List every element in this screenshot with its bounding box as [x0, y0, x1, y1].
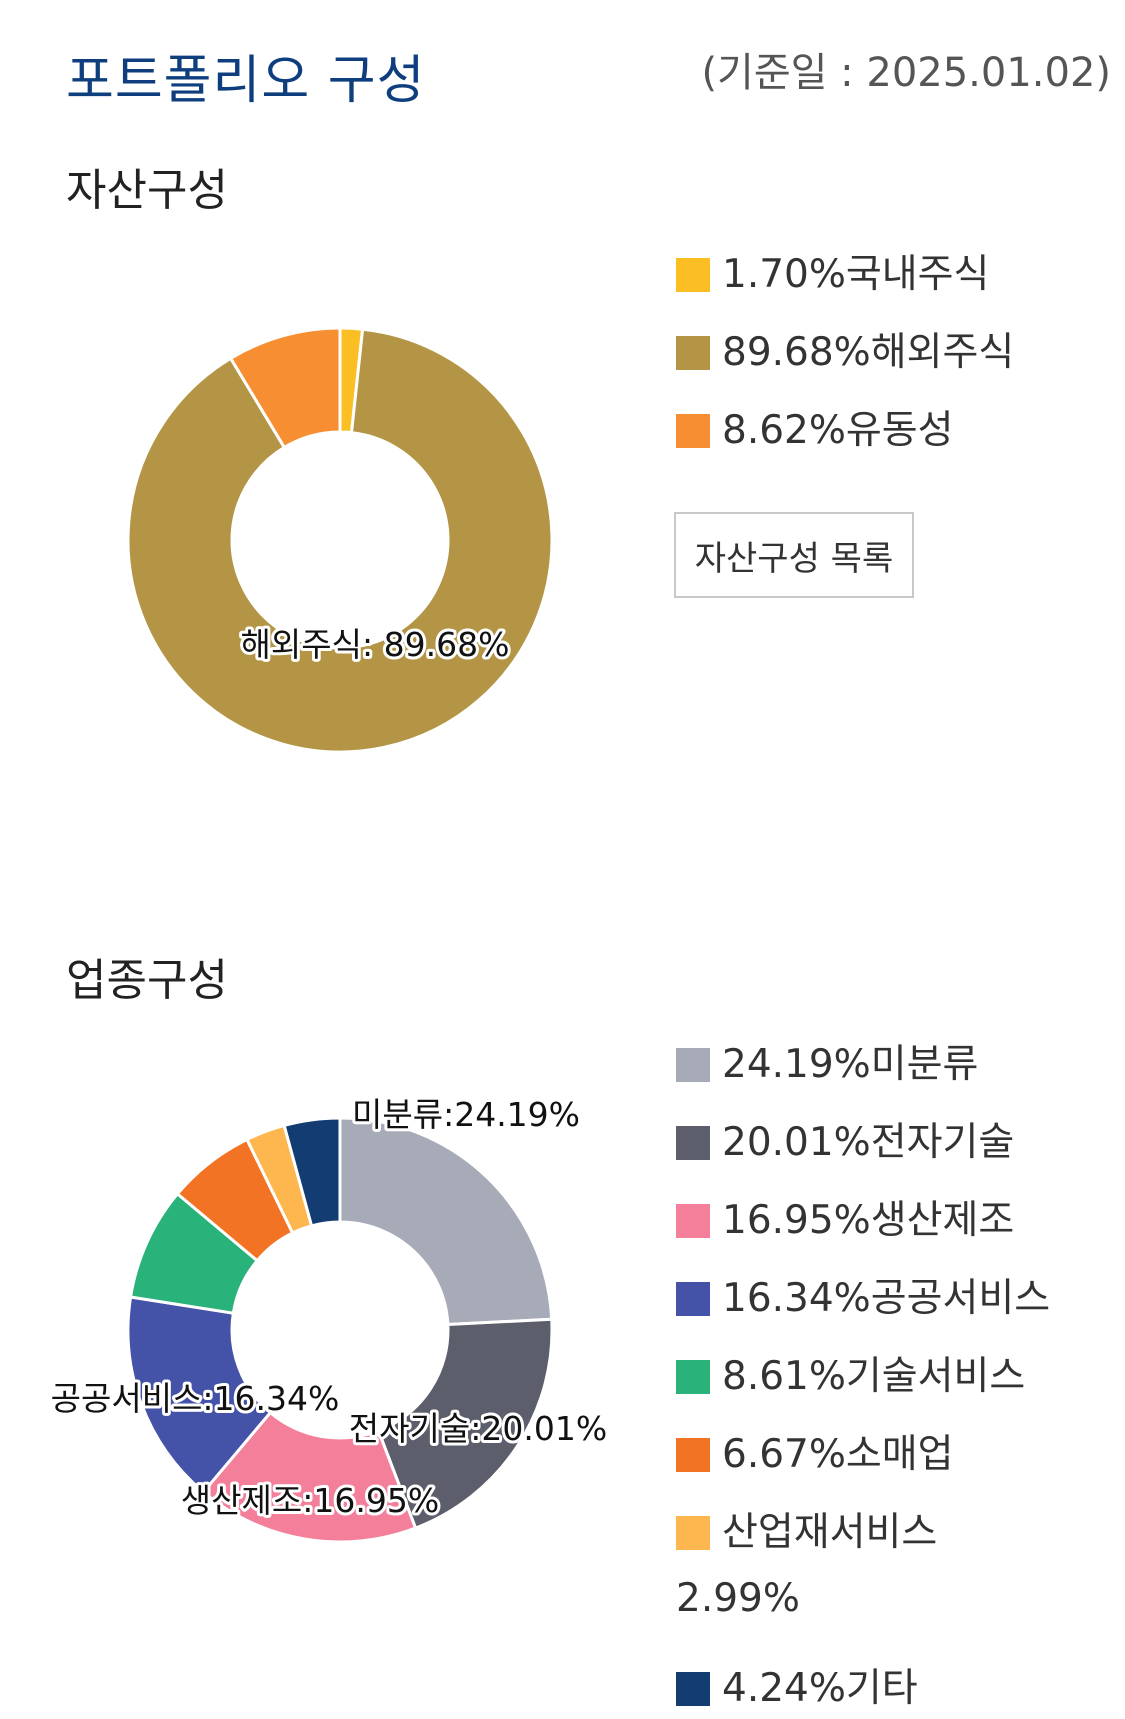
legend-label: 20.01%전자기술 — [722, 1120, 1015, 1165]
legend-item-domestic-stock[interactable]: 1.70%국내주식 — [676, 252, 1014, 330]
legend-label: 6.67%소매업 — [722, 1432, 954, 1477]
industry-data-label-4: 공공서비스:16.34% — [51, 1379, 340, 1418]
legend-label: 89.68%해외주식 — [722, 330, 1015, 375]
legend-swatch — [676, 1438, 710, 1472]
asset-list-button[interactable]: 자산구성 목록 — [674, 512, 914, 598]
legend-item-production-manufacturing[interactable]: 16.95%생산제조 — [676, 1198, 1050, 1276]
legend-swatch — [676, 1360, 710, 1394]
asset-section-title: 자산구성 — [66, 165, 228, 216]
legend-label: 16.34%공공서비스 — [722, 1276, 1051, 1321]
asset-chart-labels: 해외주식: 89.68% — [238, 622, 513, 667]
industry-slice-1[interactable] — [338, 1116, 554, 1327]
asset-chart-slices — [126, 326, 554, 754]
asset-data-label-2: 해외주식: 89.68% — [241, 625, 510, 664]
legend-label: 1.70%국내주식 — [722, 252, 990, 297]
legend-swatch — [676, 258, 710, 292]
industry-chart-labels: 미분류:24.19% 전자기술:20.01% 생산제조:16.95% 공공서비스:16… — [48, 1092, 611, 1523]
legend-swatch — [676, 1204, 710, 1238]
legend-item-tech-services[interactable]: 8.61%기술서비스 — [676, 1354, 1050, 1432]
legend-swatch — [676, 1126, 710, 1160]
legend-swatch — [676, 336, 710, 370]
legend-item-unclassified[interactable]: 24.19%미분류 — [676, 1042, 1050, 1120]
legend-item-electronic-tech[interactable]: 20.01%전자기술 — [676, 1120, 1050, 1198]
legend-label: 24.19%미분류 — [722, 1042, 979, 1087]
industry-slice-3[interactable] — [201, 1410, 418, 1544]
industry-legend: 24.19%미분류 20.01%전자기술 16.95%생산제조 16.34%공공… — [676, 1042, 1050, 1719]
industry-slice-2[interactable] — [376, 1317, 554, 1531]
industry-section-title: 업종구성 — [66, 955, 228, 1006]
legend-item-foreign-stock[interactable]: 89.68%해외주식 — [676, 330, 1014, 408]
legend-item-utilities[interactable]: 16.34%공공서비스 — [676, 1276, 1050, 1354]
industry-donut-chart: 미분류:24.19% 전자기술:20.01% 생산제조:16.95% 공공서비스:16… — [48, 1092, 611, 1544]
legend-swatch — [676, 1282, 710, 1316]
legend-item-other[interactable]: 4.24%기타 — [676, 1666, 1050, 1719]
legend-label: 8.61%기술서비스 — [722, 1354, 1026, 1399]
industry-data-label-3: 생산제조:16.95% — [181, 1481, 439, 1520]
industry-chart-slices — [126, 1116, 554, 1544]
asset-donut-chart: 해외주식: 89.68% — [126, 326, 554, 754]
asset-legend: 1.70%국내주식 89.68%해외주식 8.62%유동성 — [676, 252, 1014, 486]
legend-swatch — [676, 1048, 710, 1082]
legend-label: 16.95%생산제조 — [722, 1198, 1015, 1243]
legend-label: 8.62%유동성 — [722, 408, 954, 453]
industry-data-label-1: 미분류:24.19% — [352, 1095, 580, 1134]
industry-data-label-2: 전자기술:20.01% — [349, 1409, 607, 1448]
legend-item-retail[interactable]: 6.67%소매업 — [676, 1432, 1050, 1510]
base-date: (기준일 : 2025.01.02) — [701, 50, 1111, 96]
asset-slice-2[interactable] — [126, 327, 554, 754]
asset-slice-3[interactable] — [228, 326, 342, 450]
legend-swatch — [676, 414, 710, 448]
legend-label-line: 산업재서비스 — [676, 1510, 1050, 1556]
legend-item-industrial-services[interactable]: 산업재서비스 2.99% — [676, 1510, 1050, 1666]
legend-label: 산업재서비스 — [722, 1510, 938, 1555]
industry-slice-4[interactable] — [126, 1295, 273, 1495]
legend-label: 4.24%기타 — [722, 1666, 918, 1711]
legend-value: 2.99% — [676, 1576, 800, 1621]
legend-swatch — [676, 1516, 710, 1550]
industry-slice-8[interactable] — [282, 1116, 342, 1228]
page-title: 포트폴리오 구성 — [66, 51, 426, 111]
legend-item-liquidity[interactable]: 8.62%유동성 — [676, 408, 1014, 486]
legend-swatch — [676, 1672, 710, 1706]
